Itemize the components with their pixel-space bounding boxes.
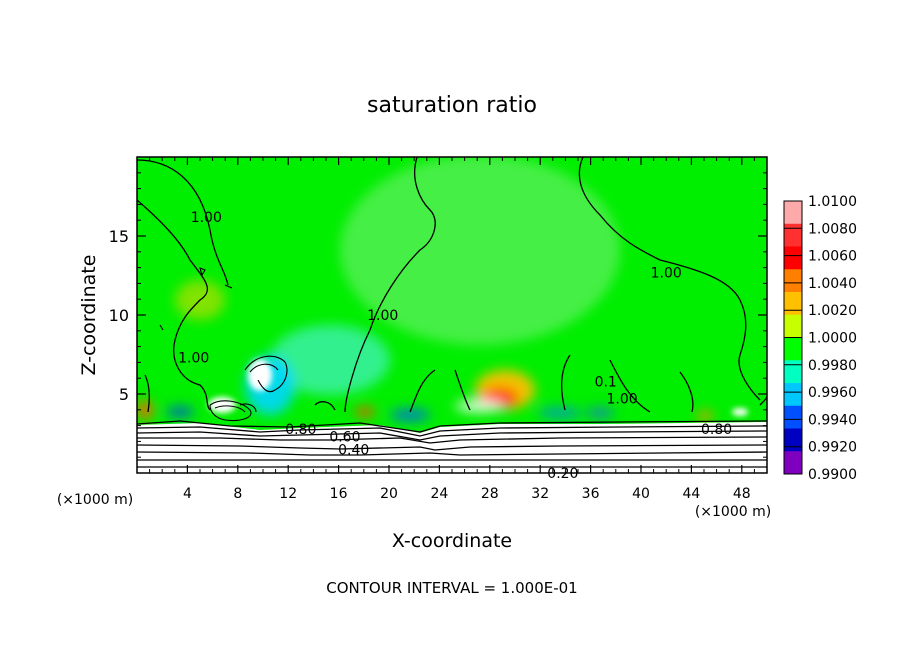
contour-labels: 1.00 1.00 1.00 1.00 1.00 0.1 0.80 0.600.40 0.80 0… [178,210,732,482]
x-ticks: 4 8 12 16 20 24 28 32 36 40 44 48 [149,157,755,502]
heatmap-field [137,157,767,473]
contour-label: 0.1 [595,374,617,390]
colorbar-swatch [784,337,802,361]
colorbar-swatch [784,451,802,475]
contour-label: 0.40 [338,442,369,458]
contour-interval-note: CONTOUR INTERVAL = 1.000E-01 [326,579,577,597]
contour-label: 1.00 [651,265,682,281]
x-tick-label: 48 [733,486,751,502]
colorbar-swatch [784,246,802,270]
colorbar-swatch [784,383,802,407]
y-tick-label: 10 [109,306,129,325]
colorbar-swatch [784,428,802,452]
colorbar-label: 0.9920 [808,440,857,456]
colorbar-swatch [784,223,802,247]
colorbar-label: 0.9960 [808,385,857,401]
x-tick-label: 44 [682,486,700,502]
y-ticks: 5 10 15 [109,172,767,458]
colorbar-label: 1.0000 [808,331,857,347]
colorbar-label: 0.9980 [808,358,857,374]
x-tick-label: 4 [183,486,192,502]
colorbar-swatch [784,269,802,293]
colorbar-label: 1.0040 [808,276,857,292]
colorbar-label: 0.9940 [808,412,857,428]
y-axis-label: Z-coordinate [78,255,100,376]
x-tick-label: 16 [330,486,348,502]
colorbar: 1.0100 1.0080 1.0060 1.0040 1.0020 1.0000 0.99… [783,194,857,483]
contour-label: 0.60 [329,430,360,446]
x-unit-label-right: (×1000 m) [695,504,771,520]
x-unit-label-left: (×1000 m) [57,492,133,508]
colorbar-swatch [784,292,802,316]
y-tick-label: 15 [109,227,129,246]
colorbar-swatch [784,314,802,338]
x-axis-label: X-coordinate [392,530,512,552]
x-tick-label: 32 [531,486,549,502]
x-tick-label: 36 [582,486,600,502]
contour-label: 1.00 [367,308,398,324]
colorbar-label: 1.0020 [808,303,857,319]
x-tick-label: 8 [233,486,242,502]
contour-label: 0.20 [547,466,578,482]
colorbar-label: 1.0060 [808,249,857,265]
contour-label: 0.80 [701,422,732,438]
x-tick-label: 40 [632,486,650,502]
contour-label: 1.00 [191,210,222,226]
chart-title: saturation ratio [367,93,537,118]
colorbar-label: 1.0080 [808,221,857,237]
colorbar-swatch [784,405,802,429]
colorbar-swatch [784,360,802,384]
contour-label: 0.80 [285,422,316,438]
colorbar-swatch [784,201,802,225]
x-tick-label: 12 [279,486,297,502]
contour-label: 1.00 [178,351,209,367]
x-tick-label: 28 [481,486,499,502]
y-tick-label: 5 [119,385,129,404]
colorbar-label: 0.9900 [808,467,857,483]
contour-label: 1.00 [607,392,638,408]
x-tick-label: 20 [380,486,398,502]
x-tick-label: 24 [430,486,448,502]
colorbar-label: 1.0100 [808,194,857,210]
